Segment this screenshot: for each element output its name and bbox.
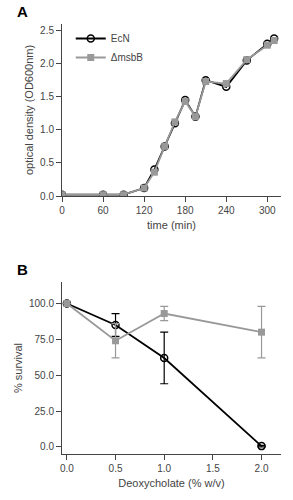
svg-text:Deoxycholate (% w/v): Deoxycholate (% w/v) — [118, 477, 224, 489]
svg-text:1.0: 1.0 — [40, 124, 54, 135]
svg-text:time (min): time (min) — [147, 219, 196, 231]
svg-text:A: A — [17, 3, 28, 20]
svg-text:2.0: 2.0 — [40, 58, 54, 69]
svg-text:100.0: 100.0 — [29, 298, 54, 309]
svg-text:1.5: 1.5 — [206, 463, 220, 474]
svg-text:EcN: EcN — [111, 33, 130, 44]
svg-text:60: 60 — [97, 205, 109, 216]
svg-text:300: 300 — [259, 205, 276, 216]
svg-text:0.0: 0.0 — [40, 441, 54, 452]
svg-text:240: 240 — [218, 205, 235, 216]
svg-text:B: B — [17, 261, 28, 278]
svg-text:0.0: 0.0 — [60, 463, 74, 474]
svg-text:2.5: 2.5 — [40, 25, 54, 36]
svg-text:0: 0 — [59, 205, 65, 216]
svg-text:50.0: 50.0 — [35, 370, 55, 381]
svg-text:optical density (OD600nm): optical density (OD600nm) — [23, 45, 35, 175]
svg-text:ΔmsbB: ΔmsbB — [111, 52, 144, 63]
svg-text:% survival: % survival — [12, 343, 24, 393]
svg-text:2.0: 2.0 — [255, 463, 269, 474]
svg-text:25.0: 25.0 — [35, 406, 55, 417]
svg-text:0.5: 0.5 — [40, 157, 54, 168]
svg-text:1.5: 1.5 — [40, 91, 54, 102]
svg-text:75.0: 75.0 — [35, 334, 55, 345]
svg-text:120: 120 — [136, 205, 153, 216]
svg-text:180: 180 — [177, 205, 194, 216]
svg-text:1.0: 1.0 — [157, 463, 171, 474]
svg-text:0.5: 0.5 — [109, 463, 123, 474]
svg-text:0.0: 0.0 — [40, 191, 54, 202]
